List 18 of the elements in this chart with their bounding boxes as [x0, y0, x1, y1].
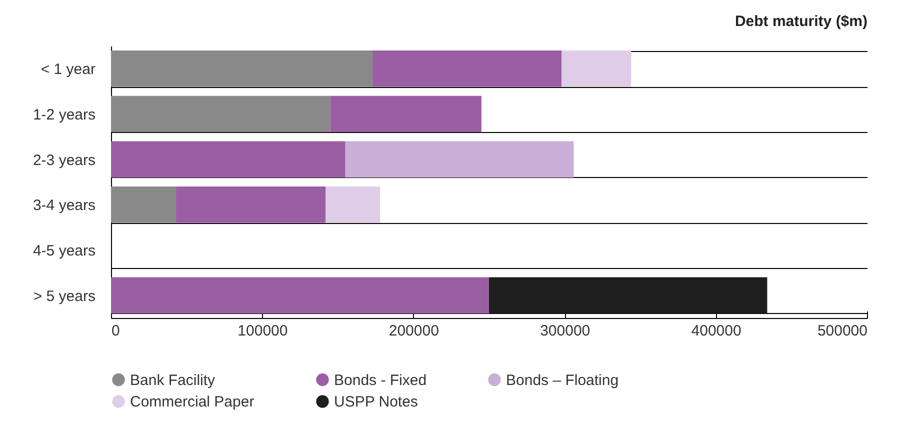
legend-label: Bonds - Fixed: [334, 372, 427, 389]
chart-title: Debt maturity ($m): [734, 13, 868, 30]
x-tick-label: 200000: [388, 322, 439, 340]
legend-label: Commercial Paper: [130, 394, 254, 410]
y-tick-label: > 5 years: [33, 288, 96, 305]
x-tick-label: 400000: [691, 322, 742, 340]
y-tick-label: < 1 year: [40, 61, 96, 78]
legend-label: USPP Notes: [334, 394, 418, 410]
y-tick-label: 4-5 years: [32, 242, 96, 260]
x-tick-label: 100000: [238, 322, 288, 340]
x-tick-label: 500000: [817, 322, 868, 340]
y-tick-label: 1-2 years: [32, 106, 96, 124]
x-tick-label: 0: [112, 322, 120, 340]
legend-label: Bank Facility: [130, 372, 216, 389]
legend-label: Bonds – Floating: [506, 372, 619, 389]
x-tick-label: 300000: [540, 322, 590, 340]
y-tick-label: 2-3 years: [32, 152, 96, 169]
y-tick-label: 3-4 years: [32, 197, 96, 214]
